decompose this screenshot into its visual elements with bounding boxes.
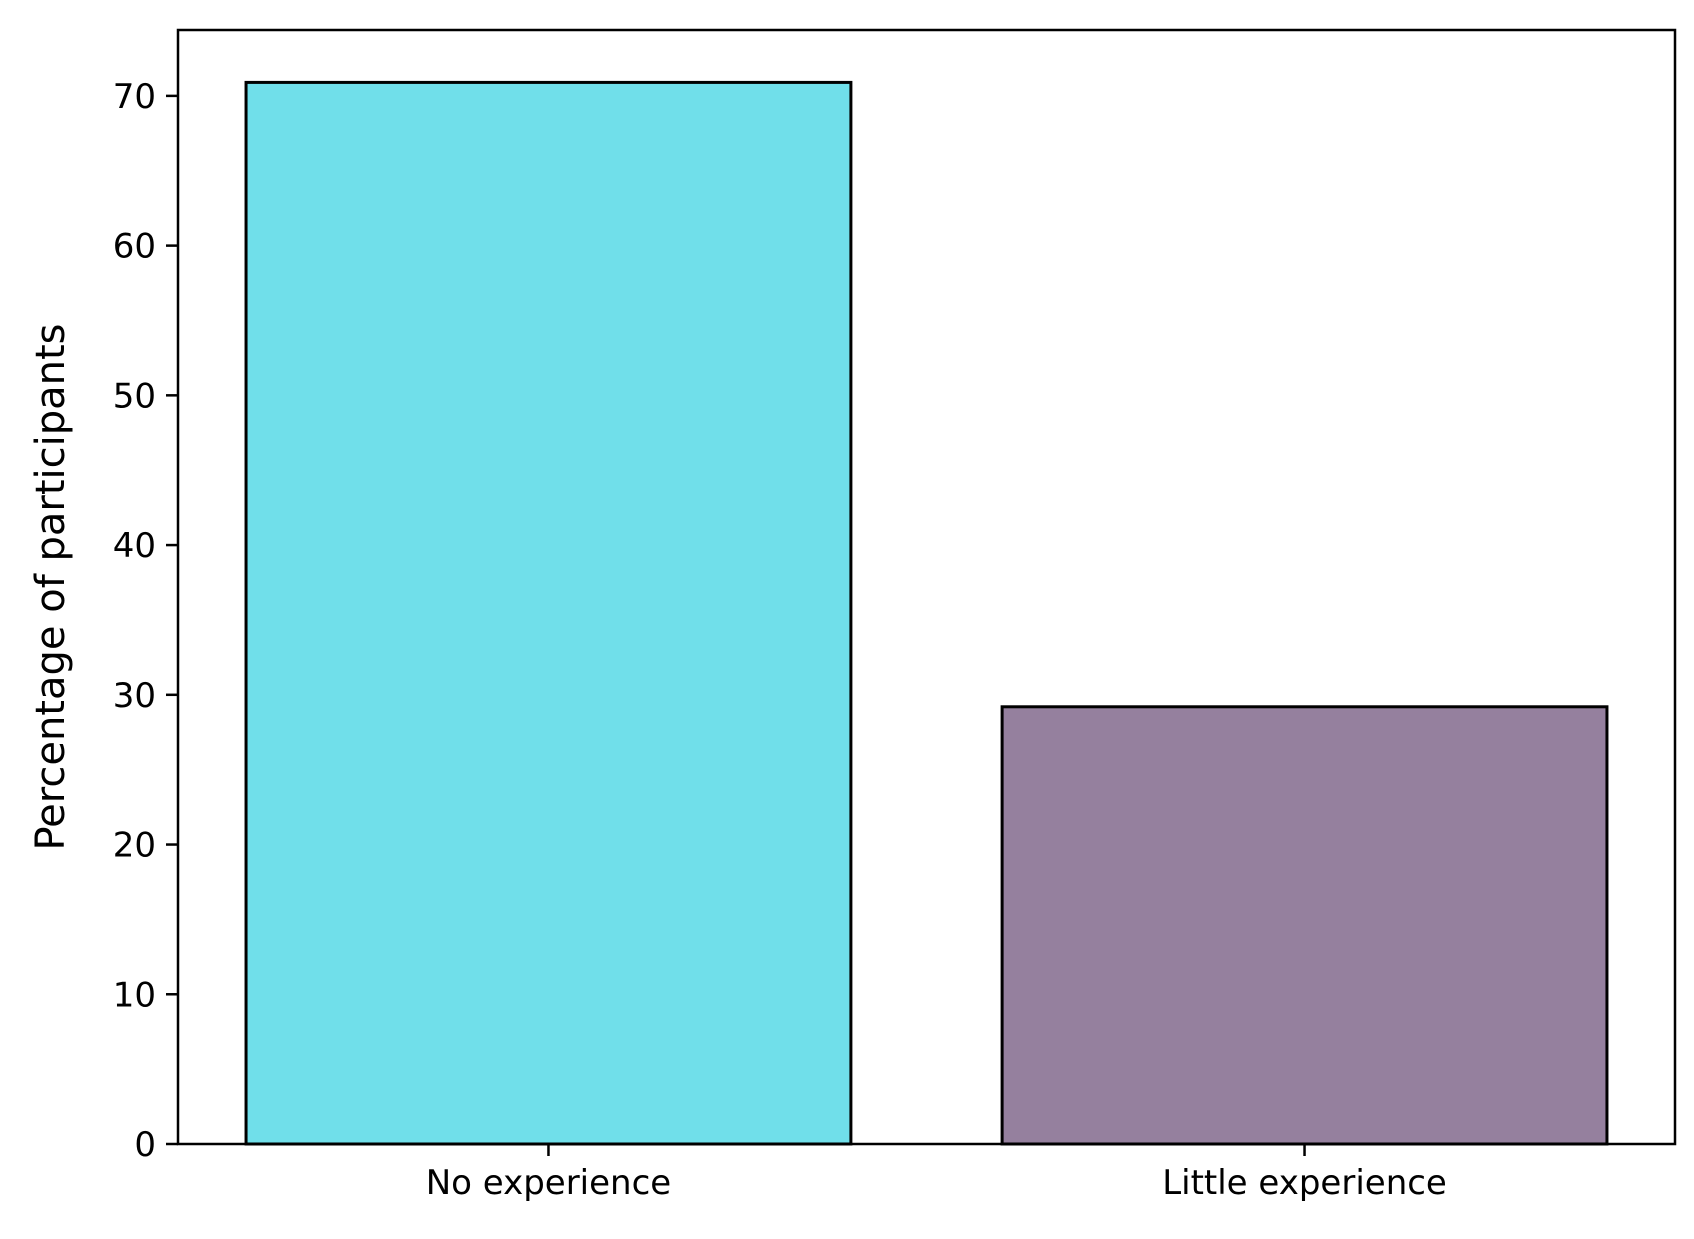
y-tick-label: 0 xyxy=(134,1125,156,1165)
y-tick-label: 50 xyxy=(113,376,156,416)
y-tick-label: 40 xyxy=(113,526,156,566)
bar-no-experience xyxy=(244,80,853,1146)
x-tick-label: Little experience xyxy=(1162,1163,1447,1203)
y-tick-label: 70 xyxy=(113,77,156,117)
x-tick-label: No experience xyxy=(426,1163,672,1203)
y-tick-label: 30 xyxy=(113,676,156,716)
plot-area-frame xyxy=(176,28,1677,1146)
bars-layer xyxy=(244,80,1609,1146)
y-tick-label: 20 xyxy=(113,826,156,866)
y-axis-label: Percentage of participants xyxy=(28,323,74,850)
bar-little-experience xyxy=(1000,705,1609,1146)
y-tick-label: 10 xyxy=(113,975,156,1015)
ticks-layer: No experience Little experience 0 10 20 30 40 5… xyxy=(113,77,1447,1203)
y-tick-label: 60 xyxy=(113,227,156,267)
